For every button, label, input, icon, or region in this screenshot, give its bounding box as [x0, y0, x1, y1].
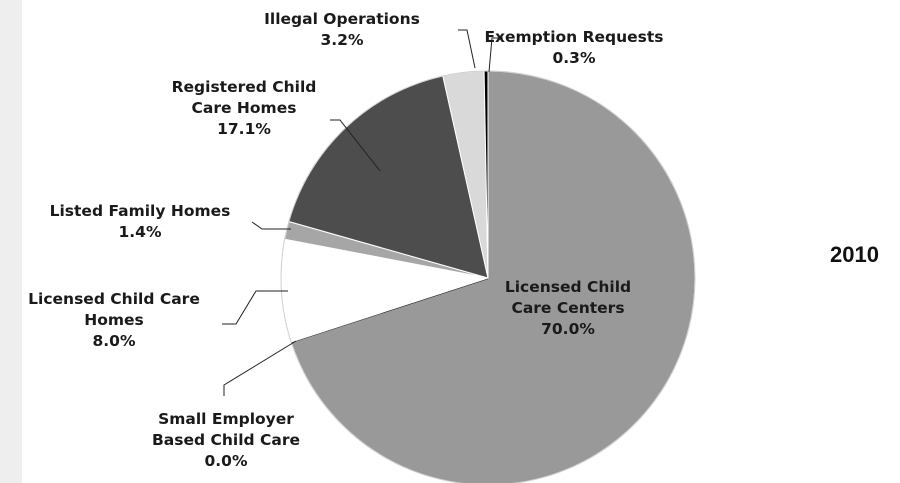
slice-label-licensed-child-care-homes: Licensed Child Care Homes 8.0%	[28, 290, 200, 350]
leader-line-registered-child-care-homes	[330, 119, 381, 172]
leader-line-listed-family-homes	[251, 221, 291, 230]
leader-lines	[222, 29, 503, 396]
slice-label-licensed-child-care-centers-name-line: Licensed Child	[505, 278, 631, 296]
slice-label-illegal-operations-percent: 3.2%	[321, 31, 364, 49]
slice-label-small-employer-based-child-care-percent: 0.0%	[205, 452, 248, 470]
slice-label-licensed-child-care-homes-name-line: Homes	[84, 311, 144, 329]
slice-label-registered-child-care-homes: Registered Child Care Homes 17.1%	[172, 78, 317, 138]
leader-line-licensed-child-care-homes	[222, 290, 288, 325]
slice-label-exemption-requests: Exemption Requests 0.3%	[484, 28, 663, 67]
slice-label-illegal-operations: Illegal Operations 3.2%	[264, 10, 420, 49]
slice-labels: Licensed Child Care Centers 70.0% Small Emp…	[28, 10, 663, 470]
leader-line-small-employer-based-child-care	[223, 340, 297, 396]
slice-label-small-employer-based-child-care-name-line: Small Employer	[158, 410, 294, 428]
slice-label-licensed-child-care-centers-name-line: Care Centers	[511, 299, 624, 317]
slice-label-licensed-child-care-homes-name-line: Licensed Child Care	[28, 290, 200, 308]
leader-line-illegal-operations	[458, 29, 476, 69]
slice-label-registered-child-care-homes-percent: 17.1%	[217, 120, 271, 138]
pie-slices	[280, 70, 696, 483]
left-margin-strip	[0, 0, 22, 483]
slice-label-illegal-operations-name-line: Illegal Operations	[264, 10, 420, 28]
slice-label-licensed-child-care-centers: Licensed Child Care Centers 70.0%	[505, 278, 631, 338]
slice-label-registered-child-care-homes-name-line: Care Homes	[192, 99, 297, 117]
chart-title: 2010	[830, 242, 879, 267]
slice-label-small-employer-based-child-care: Small Employer Based Child Care 0.0%	[152, 410, 300, 470]
slice-label-licensed-child-care-homes-percent: 8.0%	[93, 332, 136, 350]
leader-line-exemption-requests	[488, 37, 503, 73]
slice-label-listed-family-homes-name-line: Listed Family Homes	[50, 202, 231, 220]
pie-outline	[280, 70, 696, 483]
slice-label-exemption-requests-name-line: Exemption Requests	[484, 28, 663, 46]
slice-label-listed-family-homes: Listed Family Homes 1.4%	[50, 202, 231, 241]
slice-label-exemption-requests-percent: 0.3%	[553, 49, 596, 67]
slice-label-listed-family-homes-percent: 1.4%	[119, 223, 162, 241]
slice-label-registered-child-care-homes-name-line: Registered Child	[172, 78, 317, 96]
slice-label-small-employer-based-child-care-name-line: Based Child Care	[152, 431, 300, 449]
slice-label-licensed-child-care-centers-percent: 70.0%	[541, 320, 595, 338]
